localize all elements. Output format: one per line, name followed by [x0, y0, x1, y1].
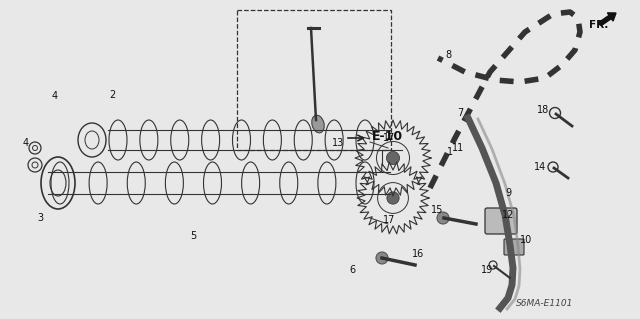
Text: 17: 17: [383, 215, 395, 225]
FancyBboxPatch shape: [485, 208, 517, 234]
Text: 17: 17: [383, 133, 395, 143]
Text: 5: 5: [190, 231, 196, 241]
Text: 9: 9: [505, 188, 511, 198]
Text: 12: 12: [502, 210, 514, 220]
Text: 16: 16: [412, 249, 424, 259]
Text: 13: 13: [332, 138, 344, 148]
Ellipse shape: [312, 115, 324, 133]
Text: 11: 11: [452, 143, 464, 153]
Text: 3: 3: [37, 213, 43, 223]
Text: S6MA-E1101: S6MA-E1101: [516, 299, 573, 308]
Text: 4: 4: [23, 138, 29, 148]
Text: 1: 1: [447, 147, 453, 157]
Text: 4: 4: [52, 91, 58, 101]
Text: 15: 15: [431, 205, 443, 215]
Text: 7: 7: [457, 108, 463, 118]
Circle shape: [387, 192, 399, 204]
Text: 18: 18: [537, 105, 549, 115]
FancyBboxPatch shape: [504, 239, 524, 255]
Text: 8: 8: [445, 50, 451, 60]
Text: 2: 2: [109, 90, 115, 100]
Circle shape: [387, 152, 399, 165]
Circle shape: [437, 212, 449, 224]
Text: 19: 19: [481, 265, 493, 275]
Text: E-10: E-10: [372, 130, 403, 143]
Bar: [237, 10, 391, 150]
FancyArrow shape: [599, 13, 616, 26]
Text: FR.: FR.: [589, 20, 609, 30]
Text: 10: 10: [520, 235, 532, 245]
Text: 14: 14: [534, 162, 546, 172]
Text: 6: 6: [349, 265, 355, 275]
Circle shape: [376, 252, 388, 264]
